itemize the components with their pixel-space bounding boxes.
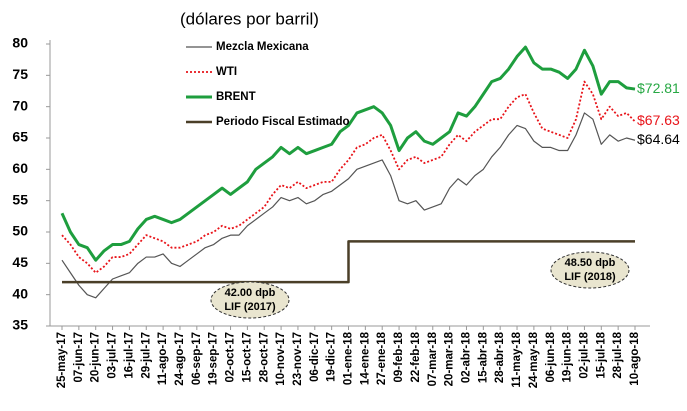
x-tick-label: 02-oct-17 xyxy=(225,332,237,383)
x-tick-label: 22-feb-18 xyxy=(410,331,422,382)
x-tick-label: 29-jul-17 xyxy=(140,332,152,379)
x-tick-label: 28-oct-17 xyxy=(258,332,270,383)
x-tick-label: 14-ene-18 xyxy=(359,331,371,385)
annotation-text: LIF (2017) xyxy=(224,301,276,313)
y-tick-label: 65 xyxy=(12,129,28,145)
x-tick-label: 02-abr-18 xyxy=(461,331,473,383)
series-line xyxy=(62,240,635,284)
chart-title: (dólares por barril) xyxy=(180,9,319,28)
x-tick-label: 23-nov-17 xyxy=(292,332,304,386)
x-tick-label: 06-sep-17 xyxy=(191,332,203,385)
x-tick-label: 06-jun-18 xyxy=(545,331,557,382)
value-label: $64.64 xyxy=(637,131,680,147)
annotation-bubble xyxy=(550,251,630,289)
x-tick-label: 25-may-17 xyxy=(56,332,68,388)
y-tick-label: 45 xyxy=(12,254,28,270)
x-tick-label: 28-jul-18 xyxy=(612,331,624,378)
x-tick-label: 24-may-18 xyxy=(528,331,540,388)
x-tick-label: 11-ago-17 xyxy=(157,332,169,385)
x-tick-label: 19-jun-18 xyxy=(562,331,574,382)
annotation-text: 48.50 dpb xyxy=(565,257,616,269)
x-tick-label: 27-ene-18 xyxy=(376,331,388,385)
y-tick-label: 35 xyxy=(12,317,28,333)
series-line xyxy=(61,112,636,299)
x-tick-label: 19-dic-17 xyxy=(326,332,338,382)
y-tick-label: 80 xyxy=(12,35,28,51)
x-tick-label: 10-nov-17 xyxy=(275,332,287,386)
x-tick-label: 15-abr-18 xyxy=(477,331,489,383)
y-tick-label: 60 xyxy=(12,160,28,176)
x-tick-label: 07-mar-18 xyxy=(427,331,439,386)
y-tick-label: 50 xyxy=(12,223,28,239)
annotation-text: 42.00 dpb xyxy=(225,287,276,299)
x-tick-label: 11-may-18 xyxy=(511,331,523,387)
x-tick-label: 20-mar-18 xyxy=(444,331,456,386)
x-tick-label: 19-sep-17 xyxy=(208,332,220,385)
series-line xyxy=(61,80,636,274)
x-tick-label: 16-jul-17 xyxy=(123,332,135,379)
y-tick-label: 75 xyxy=(12,66,28,82)
y-tick-label: 55 xyxy=(12,191,28,207)
x-tick-label: 09-feb-18 xyxy=(393,331,405,382)
x-tick-label: 28-abr-18 xyxy=(494,331,506,383)
y-tick-label: 70 xyxy=(12,97,28,113)
value-label: $72.81 xyxy=(637,80,680,96)
legend-label: WTI xyxy=(216,66,237,78)
series-line xyxy=(60,45,636,262)
annotation-bubble xyxy=(210,281,290,319)
x-tick-label: 01-ene-18 xyxy=(343,331,355,385)
x-tick-label: 24-ago-17 xyxy=(174,332,186,386)
x-tick-label: 10-ago-18 xyxy=(629,331,641,385)
x-tick-label: 02-jul-18 xyxy=(578,331,590,378)
annotation-text: LIF (2018) xyxy=(564,271,616,283)
x-tick-label: 03-jul-17 xyxy=(107,332,119,379)
x-tick-label: 20-jun-17 xyxy=(90,332,102,383)
legend-label: BRENT xyxy=(216,91,256,103)
y-tick-label: 40 xyxy=(12,285,28,301)
value-label: $67.63 xyxy=(637,112,680,128)
x-tick-label: 07-jun-17 xyxy=(73,332,85,383)
x-tick-label: 15-jul-18 xyxy=(595,331,607,378)
legend-label: Periodo Fiscal Estimado xyxy=(216,116,350,128)
x-tick-label: 06-dic-17 xyxy=(309,332,321,382)
x-tick-label: 15-oct-17 xyxy=(241,332,253,383)
legend-label: Mezcla Mexicana xyxy=(216,41,309,53)
